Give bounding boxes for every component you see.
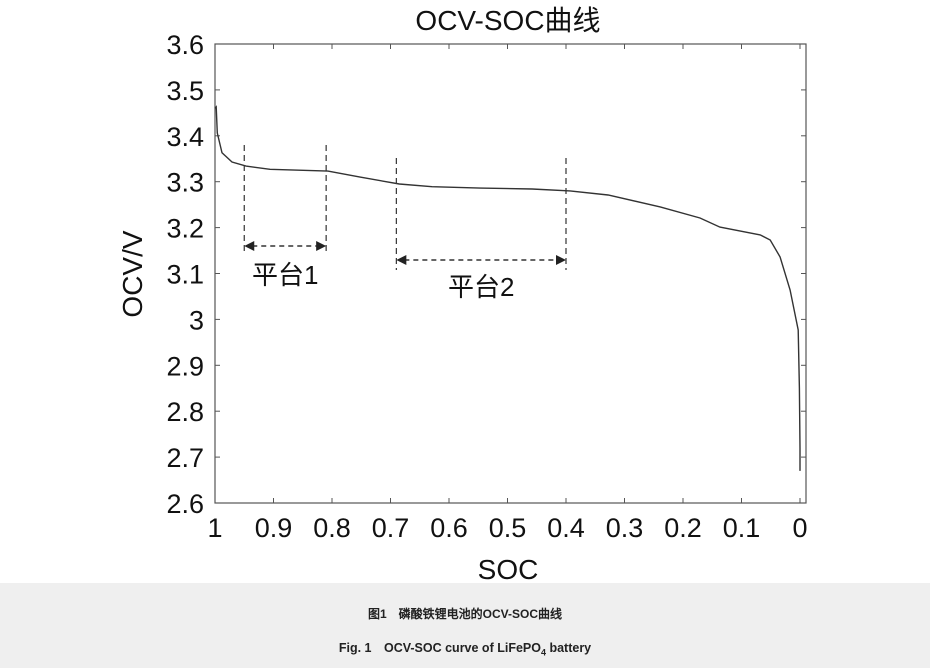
caption-en-text: Fig. 1 OCV-SOC curve of LiFePO <box>338 641 541 655</box>
y-tick-label: 2.8 <box>166 397 204 427</box>
y-tick-label: 2.9 <box>166 351 204 381</box>
x-tick-label: 0.6 <box>430 513 468 543</box>
x-tick-label: 0.2 <box>664 513 702 543</box>
x-tick-label: 0.7 <box>372 513 410 543</box>
caption-en-suffix: battery <box>545 641 592 655</box>
arrowhead-right-icon <box>556 255 566 265</box>
x-tick-label: 0.5 <box>489 513 527 543</box>
y-tick-label: 3.5 <box>166 76 204 106</box>
y-tick-label: 2.6 <box>166 489 204 519</box>
y-axis-label: OCV/V <box>117 230 148 317</box>
y-tick-label: 3.4 <box>166 122 204 152</box>
ocv-curve <box>214 105 801 471</box>
x-tick-label: 0.1 <box>723 513 761 543</box>
caption-en-subscript: 4 <box>540 647 546 658</box>
y-tick-label: 3.6 <box>166 30 204 60</box>
figure-caption: 图1 磷酸铁锂电池的OCV-SOC曲线 Fig. 1 OCV-SOC curve… <box>0 583 930 668</box>
x-tick-label: 1 <box>207 513 222 543</box>
caption-chinese: 图1 磷酸铁锂电池的OCV-SOC曲线 <box>367 607 563 621</box>
arrowhead-left-icon <box>244 241 255 251</box>
y-tick-label: 3.1 <box>166 260 204 290</box>
y-tick-label: 3.3 <box>166 168 204 198</box>
y-tick-label: 3.2 <box>166 214 204 244</box>
x-tick-label: 0.4 <box>547 513 585 543</box>
ocv-soc-chart: OCV-SOC曲线 3.6 3.5 3.4 3.3 3.2 3.1 3 2.9 2.8 2.7 2.… <box>117 5 808 583</box>
x-tick-label: 0.9 <box>255 513 293 543</box>
arrowhead-right-icon <box>316 241 327 251</box>
x-axis-label: SOC <box>478 554 539 583</box>
y-tick-label: 2.7 <box>166 443 204 473</box>
platform-label: 平台1 <box>252 260 318 290</box>
caption-english: Fig. 1 OCV-SOC curve of LiFePO4 battery <box>0 637 930 658</box>
chart-title: OCV-SOC曲线 <box>415 5 600 36</box>
x-tick-label: 0 <box>792 513 807 543</box>
platform-label: 平台2 <box>448 272 514 302</box>
x-tick-label: 0.8 <box>313 513 351 543</box>
x-tick-label: 0.3 <box>606 513 644 543</box>
y-tick-label: 3 <box>189 305 204 335</box>
arrowhead-left-icon <box>396 255 407 265</box>
